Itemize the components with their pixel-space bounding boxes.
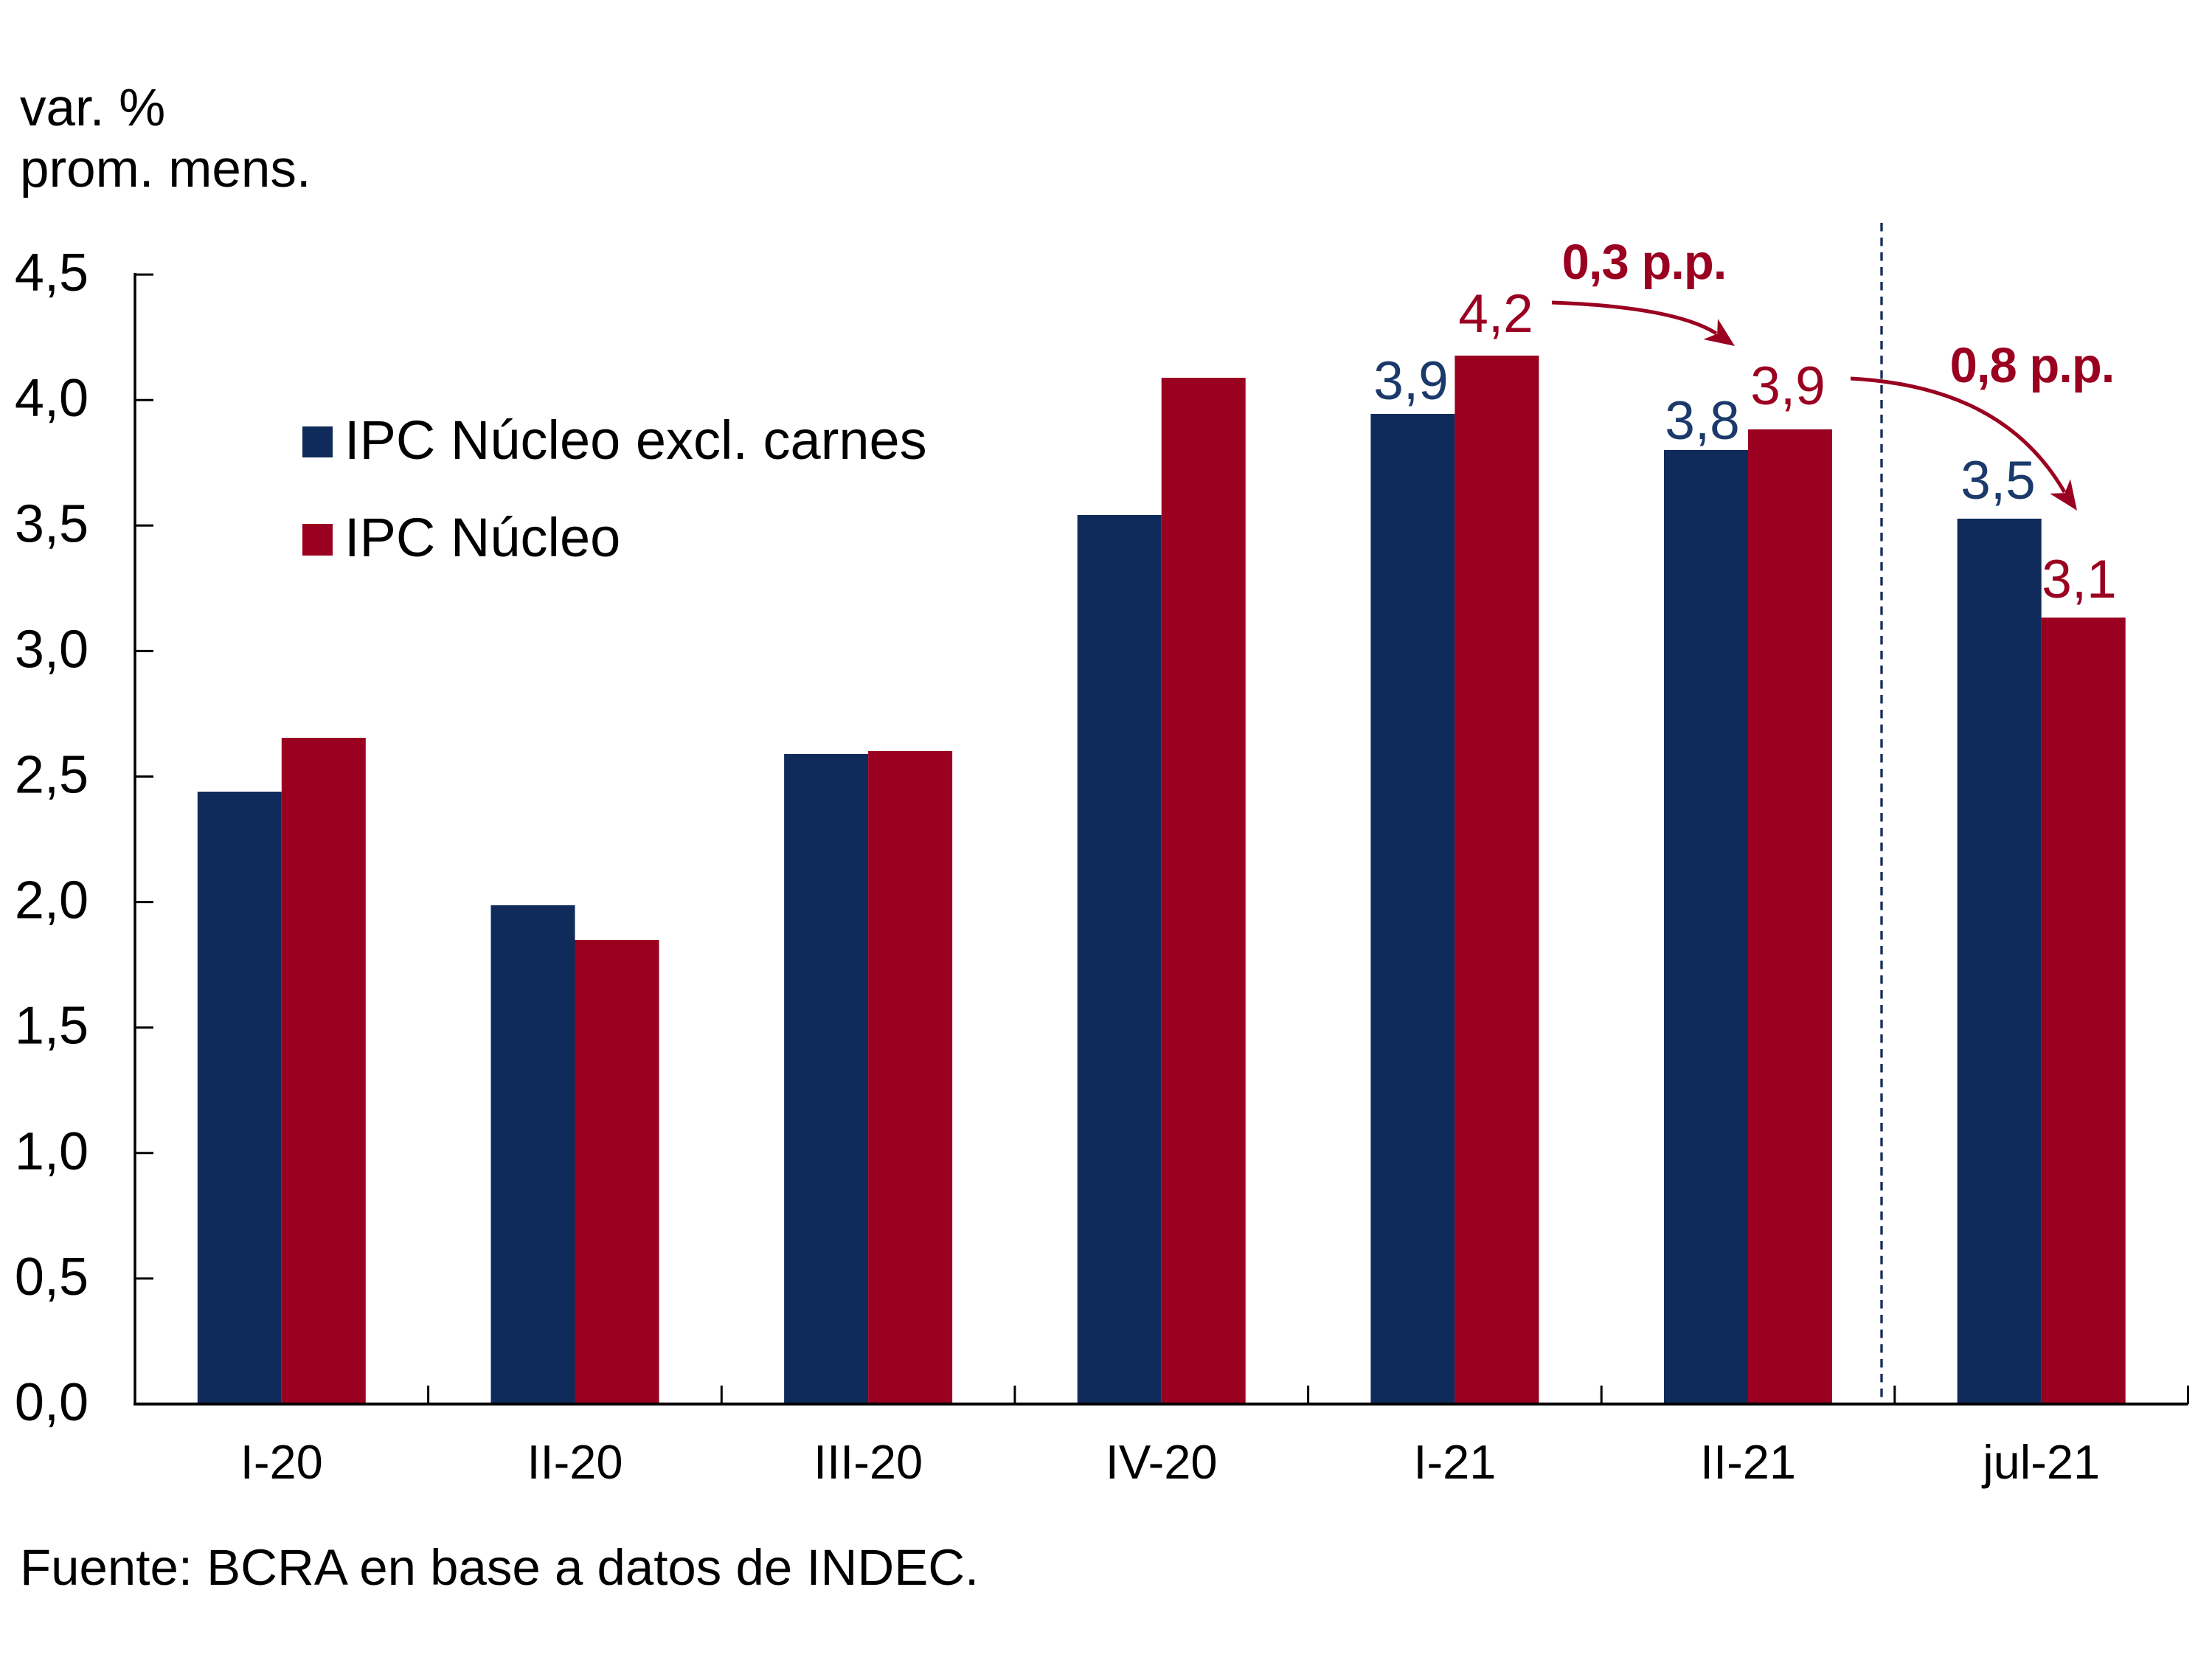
svg-text:1,0: 1,0 [15,1122,89,1181]
svg-text:prom. mens.: prom. mens. [20,140,311,198]
svg-text:0,5: 0,5 [15,1248,89,1307]
svg-text:I-21: I-21 [1413,1435,1496,1489]
svg-text:2,5: 2,5 [15,746,89,805]
svg-text:3,5: 3,5 [1960,451,2035,511]
svg-text:3,8: 3,8 [1665,391,1739,451]
svg-text:3,5: 3,5 [15,494,89,553]
svg-text:3,9: 3,9 [1373,351,1448,411]
svg-text:0,3 p.p.: 0,3 p.p. [1562,235,1727,290]
svg-text:II-21: II-21 [1700,1435,1796,1489]
svg-text:II-20: II-20 [527,1435,623,1489]
svg-text:3,9: 3,9 [1750,356,1825,416]
svg-text:2,0: 2,0 [15,871,89,930]
svg-text:4,2: 4,2 [1458,284,1533,344]
svg-text:jul-21: jul-21 [1981,1435,2100,1489]
svg-text:1,5: 1,5 [15,997,89,1056]
svg-text:IV-20: IV-20 [1106,1435,1218,1489]
svg-text:I-20: I-20 [240,1435,323,1489]
svg-text:var. %: var. % [20,79,165,137]
svg-text:IPC Núcleo excl. carnes: IPC Núcleo excl. carnes [344,409,927,471]
svg-text:IPC Núcleo: IPC Núcleo [344,507,620,568]
svg-text:4,5: 4,5 [15,243,89,302]
svg-text:0,0: 0,0 [15,1373,89,1432]
svg-text:III-20: III-20 [814,1435,923,1489]
svg-text:4,0: 4,0 [15,369,89,428]
svg-text:0,8 p.p.: 0,8 p.p. [1950,338,2115,393]
svg-text:3,1: 3,1 [2042,550,2116,609]
svg-text:3,0: 3,0 [15,620,89,679]
svg-text:Fuente: BCRA en base a datos d: Fuente: BCRA en base a datos de INDEC. [20,1539,979,1596]
